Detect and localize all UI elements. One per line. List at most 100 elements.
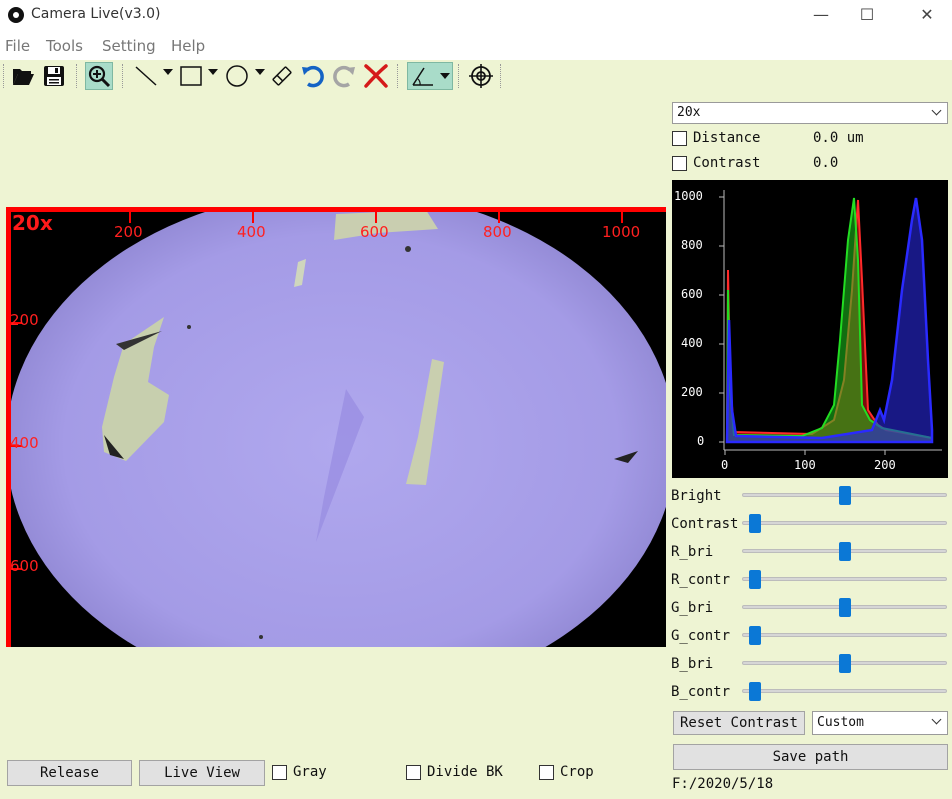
contrast-checkbox[interactable] [672,156,687,171]
histogram-y-tick: 800 [681,238,703,252]
toolbar-separator [500,64,502,88]
camera-view[interactable]: 20x 200 400 600 800 1000 200 400 600 [6,207,666,647]
slider-handle[interactable] [749,514,761,533]
menu-setting[interactable]: Setting [102,37,156,55]
slider-handle[interactable] [839,542,851,561]
rectangle-tool-icon[interactable] [177,62,205,90]
y-tick-label: 600 [10,557,39,575]
slider-handle[interactable] [839,486,851,505]
zoom-in-icon[interactable] [85,62,113,90]
crosshair-icon[interactable] [467,62,495,90]
camera-app-icon [8,7,24,23]
toolbar-separator [122,64,124,88]
toolbar-separator [76,64,78,88]
x-tick-label: 1000 [602,223,641,241]
menu-tools[interactable]: Tools [46,37,83,55]
distance-value: 0.0 um [813,130,864,146]
title-bar: Camera Live(v3.0) — ☐ ✕ [0,0,952,32]
undo-icon[interactable] [299,62,327,90]
contrast-label: Contrast [693,155,761,171]
histogram-y-tick: 200 [681,385,703,399]
chevron-down-icon [931,105,942,116]
ellipse-tool-icon[interactable] [223,62,251,90]
eraser-icon[interactable] [268,62,296,90]
save-icon[interactable] [40,62,68,90]
slider-handle[interactable] [839,654,851,673]
live-view-button[interactable]: Live View [139,760,265,786]
ruler-tick [10,322,22,324]
crop-checkbox[interactable] [539,765,554,780]
x-tick-label: 200 [114,223,143,241]
histogram-x-tick: 200 [874,458,896,472]
minimize-button[interactable]: — [813,5,829,24]
slider-track[interactable] [742,521,947,525]
save-path-value: F:/2020/5/18 [672,776,774,792]
horizontal-ruler [6,207,666,212]
x-tick-label: 800 [483,223,512,241]
y-tick-label: 400 [10,434,39,452]
ruler-tick [621,211,623,223]
ellipse-dropdown-icon[interactable] [255,69,265,75]
histogram-x-tick: 100 [794,458,816,472]
objective-select[interactable]: 20x [672,102,948,124]
y-tick-label: 200 [10,311,39,329]
histogram-y-tick: 0 [697,434,705,448]
slider-label: B_bri [671,656,714,672]
distance-checkbox[interactable] [672,131,687,146]
menu-bar: File Tools Setting Help [0,32,952,60]
histogram: 1000 800 600 400 200 0 0 100 200 [672,180,948,478]
gray-label: Gray [293,764,327,780]
slider-label: Bright [671,488,722,504]
histogram-x-tick: 0 [721,458,729,472]
rectangle-dropdown-icon[interactable] [208,69,218,75]
release-button[interactable]: Release [7,760,132,786]
divide-bk-label: Divide BK [427,764,503,780]
contrast-value: 0.0 [813,155,839,171]
chevron-down-icon [931,714,942,725]
toolbar-separator [458,64,460,88]
slider-label: G_bri [671,600,714,616]
slider-handle[interactable] [749,682,761,701]
ruler-tick [129,211,131,223]
toolbar [0,60,952,92]
histogram-y-tick: 600 [681,287,703,301]
slider-label: R_bri [671,544,714,560]
crop-label: Crop [560,764,594,780]
toolbar-grip [3,64,5,88]
open-folder-icon[interactable] [9,62,37,90]
maximize-button[interactable]: ☐ [859,5,875,24]
close-button[interactable]: ✕ [920,5,934,24]
contrast-mode-select[interactable]: Custom [812,711,948,735]
x-tick-label: 600 [360,223,389,241]
magnification-label: 20x [12,211,53,235]
ruler-tick [252,211,254,223]
histogram-plot [719,190,942,455]
menu-help[interactable]: Help [171,37,206,55]
slider-label: G_contr [671,628,731,644]
slider-track[interactable] [742,689,947,693]
slider-track[interactable] [742,633,947,637]
save-path-button[interactable]: Save path [673,744,948,770]
x-tick-label: 400 [237,223,266,241]
slider-handle[interactable] [749,626,761,645]
slider-handle[interactable] [839,598,851,617]
histogram-y-tick: 400 [681,336,703,350]
ruler-tick [10,568,22,570]
angle-dropdown-icon[interactable] [440,73,450,79]
reset-contrast-button[interactable]: Reset Contrast [673,711,805,735]
slider-label: Contrast [671,516,739,532]
divide-bk-checkbox[interactable] [406,765,421,780]
distance-label: Distance [693,130,761,146]
gray-checkbox[interactable] [272,765,287,780]
toolbar-separator [397,64,399,88]
clear-icon[interactable] [362,62,390,90]
vertical-ruler [6,207,11,647]
line-dropdown-icon[interactable] [163,69,173,75]
line-tool-icon[interactable] [132,62,160,90]
menu-file[interactable]: File [5,37,31,55]
redo-icon[interactable] [330,62,358,90]
angle-tool-icon[interactable] [407,62,453,90]
slider-track[interactable] [742,577,947,581]
microscope-image [6,207,666,647]
slider-handle[interactable] [749,570,761,589]
